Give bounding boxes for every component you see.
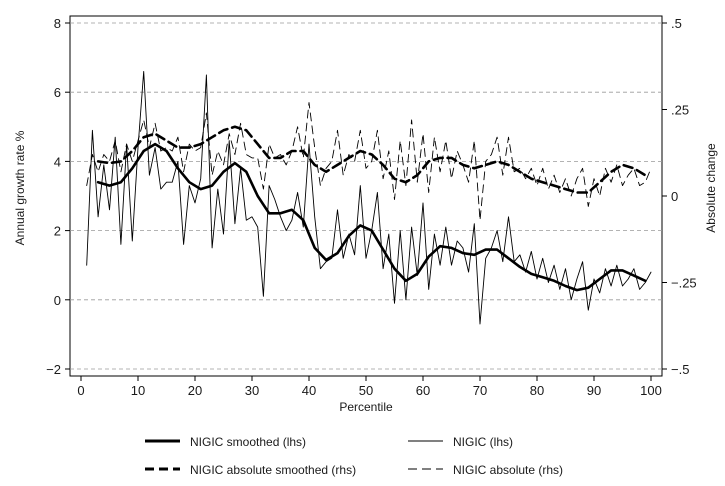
- y-left-tick-label: −2: [46, 362, 61, 377]
- series-line-nigic-smoothed-lhs: [96, 142, 647, 292]
- y-left-tick-label: 8: [54, 16, 61, 31]
- legend: NIGIC smoothed (lhs) NIGIC (lhs) NIGIC a…: [145, 435, 563, 477]
- legend-label-nigic-smoothed: NIGIC smoothed (lhs): [190, 435, 306, 449]
- series-line-nigic-lhs: [86, 70, 652, 325]
- y-right-tick-label: −.5: [671, 362, 689, 377]
- plot-frame: [69, 15, 663, 377]
- x-tick-label: 10: [131, 383, 145, 398]
- axes-layer: −2 0 2 4 6 8 −.5 −.25 0 .25 .5 0 10 20 30 40 50 60 70 80 90 1…: [46, 16, 697, 398]
- x-tick-label: 0: [77, 383, 84, 398]
- series-layer: [86, 70, 652, 325]
- x-tick-label: 80: [530, 383, 544, 398]
- y-left-tick-label: 4: [54, 154, 61, 169]
- x-tick-label: 50: [359, 383, 373, 398]
- y-right-tick-label: .5: [671, 16, 682, 31]
- y-left-axis-title: Annual growth rate %: [13, 130, 27, 245]
- y-right-tick-label: −.25: [671, 276, 697, 291]
- y-left-tick-label: 2: [54, 224, 61, 239]
- x-tick-label: 20: [188, 383, 202, 398]
- x-tick-label: 70: [473, 383, 487, 398]
- grid-lines: [70, 22, 662, 370]
- legend-label-nigic: NIGIC (lhs): [453, 435, 513, 449]
- x-axis-title: Percentile: [339, 400, 393, 414]
- x-tick-label: 100: [640, 383, 662, 398]
- y-right-tick-label: 0: [671, 189, 678, 204]
- x-tick-label: 30: [245, 383, 259, 398]
- legend-label-nigic-absolute: NIGIC absolute (rhs): [453, 463, 563, 477]
- y-left-tick-label: 0: [54, 293, 61, 308]
- x-tick-label: 90: [587, 383, 601, 398]
- y-right-tick-label: .25: [671, 103, 689, 118]
- legend-label-nigic-absolute-smoothed: NIGIC absolute smoothed (rhs): [190, 463, 356, 477]
- plot-border: [69, 15, 663, 377]
- y-right-axis-title: Absolute change: [704, 143, 718, 233]
- x-tick-label: 60: [416, 383, 430, 398]
- series-line-nigic-absolute-smoothed-rhs: [96, 125, 647, 194]
- x-tick-label: 40: [302, 383, 316, 398]
- y-left-tick-label: 6: [54, 85, 61, 100]
